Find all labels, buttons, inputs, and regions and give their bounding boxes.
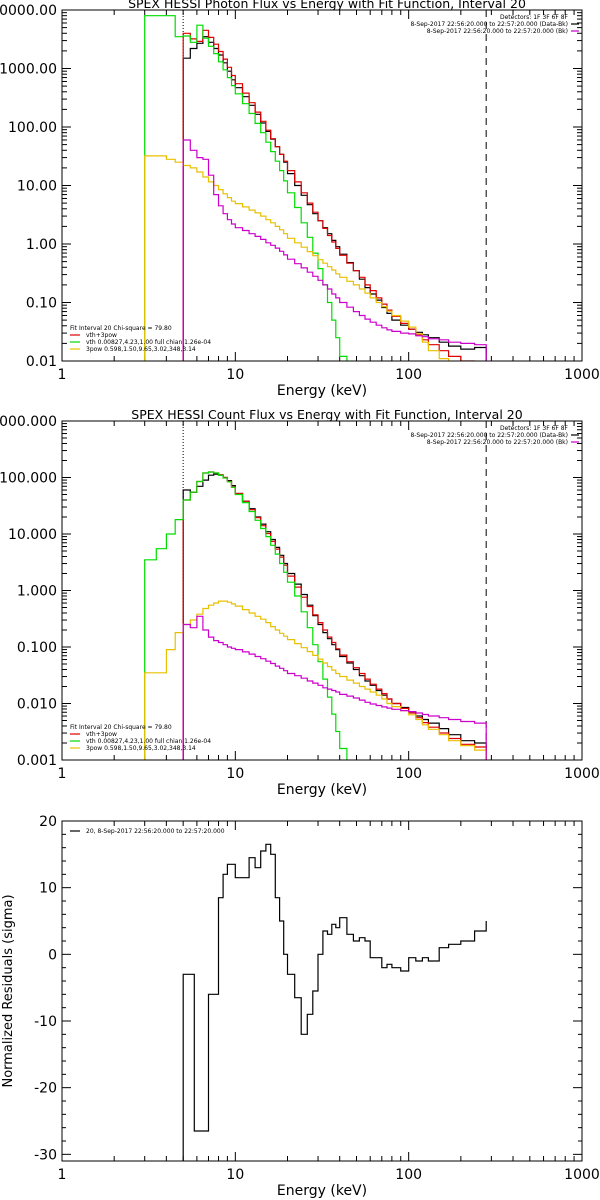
info-line: 8-Sep-2017 22:56:20.000 to 22:57:20.000 … (427, 28, 568, 35)
y-tick-label: 1000.000 (0, 414, 57, 430)
y-tick-label: -20 (34, 1081, 57, 1097)
plot-area (182, 843, 487, 1161)
chart-panel-3: 1 10 100 1000 -30 -20 -10 0 10 20 Energy (keV) Norm… (1, 814, 600, 1199)
y-tick-label: 100.00 (8, 120, 57, 136)
y-tick-label: 0.001 (17, 753, 57, 769)
series-line-data-bk (182, 36, 487, 361)
info-line: Detectors: 1F 3F 6F 8F (500, 14, 569, 21)
chart-panel-2: SPEX HESSI Count Flux vs Energy with Fit… (0, 407, 600, 798)
y-tick-label: -10 (34, 1014, 57, 1030)
legend-line: Fit Interval 20 Chi-square = 79.80 (70, 724, 172, 731)
x-tick-label: 100 (395, 766, 422, 782)
y-tick-label: 0.100 (17, 640, 57, 656)
x-axis-label: Energy (keV) (277, 383, 367, 399)
legend-line: 3pow 0.598,1.50,9.65,3.02,348,3.14 (86, 346, 196, 353)
chart-title: SPEX HESSI Count Flux vs Energy with Fit… (131, 407, 522, 422)
y-tick-label: 10.00 (17, 179, 57, 195)
legend-line: Fit Interval 20 Chi-square = 79.80 (70, 325, 172, 332)
legend-line: vth 0.00827,4.23,1.00 full chian 1.26e-0… (86, 339, 211, 346)
y-tick-label: 0.10 (26, 296, 57, 312)
y-tick-label: 0.01 (26, 354, 57, 370)
plot-area (144, 421, 487, 760)
y-tick-label: 1.00 (26, 237, 57, 253)
x-tick-label: 1000 (564, 1167, 600, 1183)
x-axis-label: Energy (keV) (277, 1183, 367, 1199)
chart-title: SPEX HESSI Photon Flux vs Energy with Fi… (128, 0, 526, 11)
x-tick-label: 1 (58, 766, 67, 782)
y-tick-label: 20 (39, 814, 57, 830)
x-tick-label: 1 (58, 367, 67, 383)
legend-line: 3pow 0.598,1.50,9.65,3.02,348,3.14 (86, 745, 196, 752)
x-tick-label: 10 (226, 1167, 244, 1183)
info-line: 8-Sep-2017 22:56:20.000 to 22:57:20.000 … (427, 439, 568, 446)
plot-frame (61, 820, 583, 1162)
x-tick-label: 100 (395, 1167, 422, 1183)
info-line: 8-Sep-2017 22:56:20.000 to 22:57:20.000 … (410, 21, 568, 28)
y-tick-label: -30 (34, 1147, 57, 1163)
legend-line: vth+3pow (86, 731, 117, 738)
info-line: Detectors: 1F 3F 6F 8F (500, 425, 569, 432)
x-tick-label: 10 (226, 367, 244, 383)
legend-line: vth+3pow (86, 332, 117, 339)
series-line-vth (144, 15, 348, 361)
series-line-residuals (182, 843, 487, 1161)
y-tick-label: 100.000 (0, 471, 57, 487)
y-tick-label: 0 (48, 947, 57, 963)
y-axis-label: Normalized Residuals (sigma) (1, 894, 16, 1087)
x-tick-label: 10 (226, 766, 244, 782)
series-line-vth-3pow (182, 471, 487, 760)
x-tick-label: 1000 (564, 367, 600, 383)
x-tick-label: 1000 (564, 766, 600, 782)
legend-line: vth 0.00827,4.23,1.00 full chian 1.26e-0… (86, 738, 211, 745)
y-tick-label: 1000.00 (0, 62, 57, 78)
x-tick-label: 100 (395, 367, 422, 383)
y-tick-label: 1.000 (17, 584, 57, 600)
plot-frame (61, 9, 583, 362)
chart-panel-1: SPEX HESSI Photon Flux vs Energy with Fi… (0, 0, 600, 399)
series-line-bk (182, 615, 487, 760)
y-tick-label: 10 (39, 881, 57, 897)
y-tick-label: 0.010 (17, 697, 57, 713)
y-tick-label: 10.000 (8, 527, 57, 543)
plot-area (144, 10, 487, 361)
x-tick-label: 1 (58, 1167, 67, 1183)
series-line-vth (144, 471, 348, 760)
plot-frame (61, 420, 583, 761)
series-line-data-bk (182, 473, 487, 760)
info-line: 8-Sep-2017 22:56:20.000 to 22:57:20.000 … (410, 432, 568, 439)
x-axis-label: Energy (keV) (277, 782, 367, 798)
series-line-bk (182, 139, 487, 361)
legend-line: 20, 8-Sep-2017 22:56:20.000 to 22:57:20.… (86, 828, 225, 835)
